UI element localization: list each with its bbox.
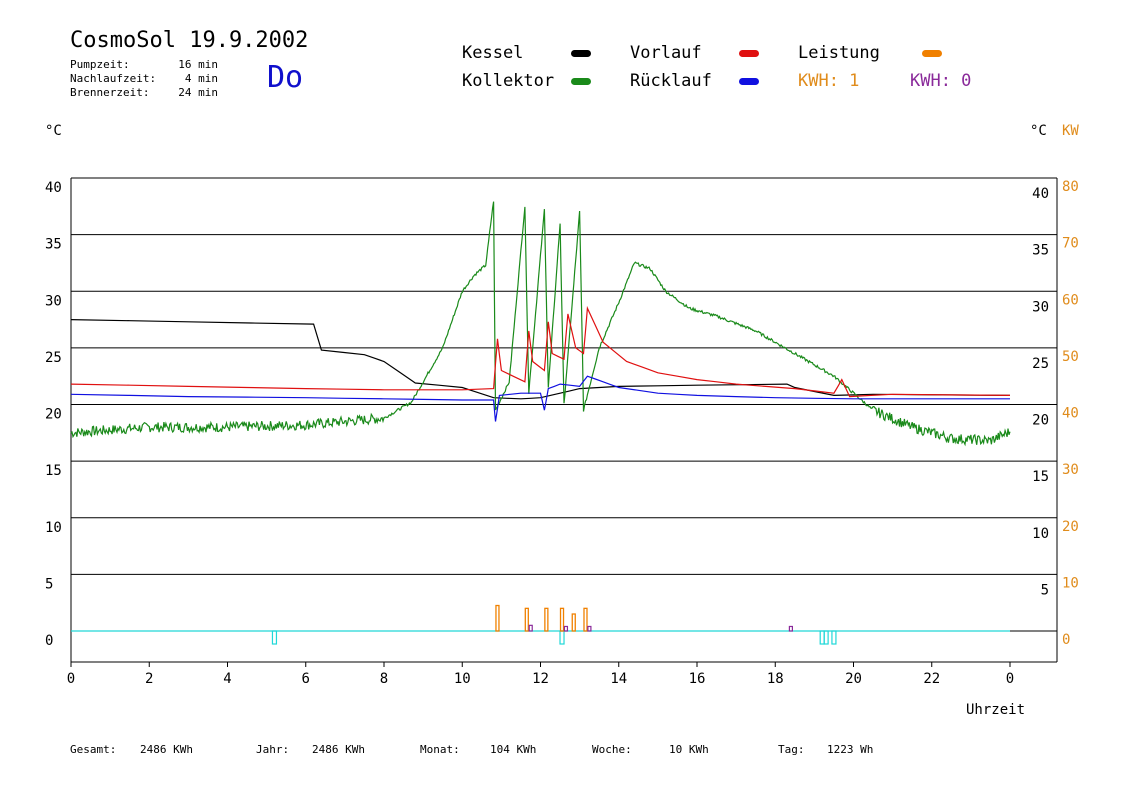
- footer-monat-label: Monat:: [420, 743, 460, 756]
- y-tick-label-kw: 70: [1062, 236, 1079, 252]
- x-tick-label: 8: [380, 671, 388, 687]
- x-tick-label: 20: [845, 671, 862, 687]
- stat-value-brennerzeit: 24 min: [178, 86, 218, 99]
- cyan-marker: [823, 630, 829, 645]
- legend-ruecklauf-label: Rücklauf: [630, 71, 712, 91]
- kwh0-bar: [563, 625, 569, 632]
- footer-gesamt-value: 2486 KWh: [140, 743, 193, 756]
- footer-jahr-value: 2486 KWh: [312, 743, 365, 756]
- x-tick-label: 18: [767, 671, 784, 687]
- stat-label-brennerzeit: Brennerzeit:: [70, 86, 150, 99]
- legend-kessel-label: Kessel: [462, 43, 524, 63]
- y-tick-label-left: 20: [45, 407, 62, 423]
- leistung-bar: [583, 607, 588, 632]
- y-tick-label-kw: 30: [1062, 462, 1079, 478]
- chart-title: CosmoSol 19.9.2002: [70, 28, 309, 53]
- legend-kollektor-label: Kollektor: [462, 71, 555, 91]
- stats-block: Pumpzeit: 16 min Nachlaufzeit: 4 min Brenn…: [70, 58, 230, 100]
- y-tick-label-right: 15: [1032, 469, 1049, 485]
- x-tick-label: 0: [1006, 671, 1014, 687]
- x-tick-label: 14: [610, 671, 627, 687]
- series-kessel: [70, 319, 1011, 400]
- kwh0-bar: [587, 625, 592, 632]
- series-ruecklauf: [70, 375, 1010, 422]
- y-tick-label-left: 15: [45, 463, 62, 479]
- right-axis-unit-kw: KW: [1062, 123, 1079, 139]
- x-tick-label: 12: [532, 671, 549, 687]
- footer-woche-label: Woche:: [592, 743, 632, 756]
- leistung-bar: [524, 607, 529, 632]
- x-tick-label: 2: [145, 671, 153, 687]
- x-axis-title: Uhrzeit: [966, 702, 1026, 718]
- footer-tag-value: 1223 Wh: [827, 743, 874, 756]
- leistung-bar: [571, 613, 576, 632]
- x-tick-label: 10: [454, 671, 471, 687]
- kwh0-bar: [528, 624, 533, 632]
- y-tick-label-kw: 0: [1062, 632, 1070, 648]
- footer-woche-value: 10 KWh: [669, 743, 709, 756]
- legend-leistung-label: Leistung: [798, 43, 880, 63]
- legend-ruecklauf-swatch: [739, 78, 759, 85]
- series-vorlauf: [70, 305, 1011, 398]
- stat-label-pumpzeit: Pumpzeit:: [70, 58, 130, 71]
- y-tick-label-kw: 20: [1062, 519, 1079, 535]
- y-tick-label-left: 0: [45, 633, 53, 649]
- y-tick-label-right: 40: [1032, 186, 1049, 202]
- legend-kollektor-swatch: [571, 78, 591, 85]
- leistung-bar: [495, 604, 500, 632]
- y-tick-label-kw: 60: [1062, 292, 1079, 308]
- series-kollektor: [70, 201, 1011, 447]
- stat-value-pumpzeit: 16 min: [178, 58, 218, 71]
- x-tick-label: 22: [923, 671, 940, 687]
- kwh0-bar: [788, 625, 794, 632]
- x-tick-label: 16: [689, 671, 706, 687]
- y-tick-label-left: 35: [45, 237, 62, 253]
- y-tick-label-right: 20: [1032, 413, 1049, 429]
- footer-jahr-label: Jahr:: [256, 743, 290, 756]
- y-tick-label-right: 5: [1041, 582, 1049, 598]
- y-tick-label-right: 25: [1032, 356, 1049, 372]
- right-axis-unit-celsius: °C: [1030, 123, 1047, 139]
- y-tick-label-right: 35: [1032, 243, 1049, 259]
- stat-label-nachlaufzeit: Nachlaufzeit:: [70, 72, 157, 85]
- weekday-label: Do: [267, 60, 304, 95]
- x-tick-label: 6: [302, 671, 310, 687]
- legend-leistung-swatch: [922, 50, 942, 57]
- y-tick-label-left: 30: [45, 293, 62, 309]
- legend-kwh0-label: KWH: 0: [910, 71, 972, 91]
- legend-vorlauf-label: Vorlauf: [630, 43, 702, 63]
- y-tick-label-left: 5: [45, 576, 53, 592]
- footer-gesamt-label: Gesamt:: [70, 743, 117, 756]
- y-tick-label-left: 25: [45, 350, 62, 366]
- footer-tag-label: Tag:: [778, 743, 805, 756]
- y-tick-label-kw: 50: [1062, 349, 1079, 365]
- stat-value-nachlaufzeit: 4 min: [184, 72, 218, 85]
- y-tick-label-kw: 80: [1062, 179, 1079, 195]
- left-axis-unit: °C: [45, 123, 62, 139]
- legend-kwh1-label: KWH: 1: [798, 71, 860, 91]
- x-tick-label: 4: [223, 671, 231, 687]
- legend-vorlauf-swatch: [739, 50, 759, 57]
- x-tick-label: 0: [67, 671, 75, 687]
- y-tick-label-kw: 10: [1062, 575, 1079, 591]
- y-tick-label-kw: 40: [1062, 406, 1079, 422]
- y-tick-label-left: 10: [45, 520, 62, 536]
- cyan-marker: [271, 630, 278, 645]
- footer-monat-value: 104 KWh: [490, 743, 537, 756]
- y-tick-label-right: 10: [1032, 526, 1049, 542]
- y-tick-label-left: 40: [45, 180, 62, 196]
- cyan-marker: [831, 630, 837, 645]
- legend-kessel-swatch: [571, 50, 591, 57]
- leistung-bar: [559, 607, 565, 632]
- y-tick-label-right: 30: [1032, 299, 1049, 315]
- leistung-bar: [544, 607, 549, 632]
- cyan-marker: [559, 630, 565, 645]
